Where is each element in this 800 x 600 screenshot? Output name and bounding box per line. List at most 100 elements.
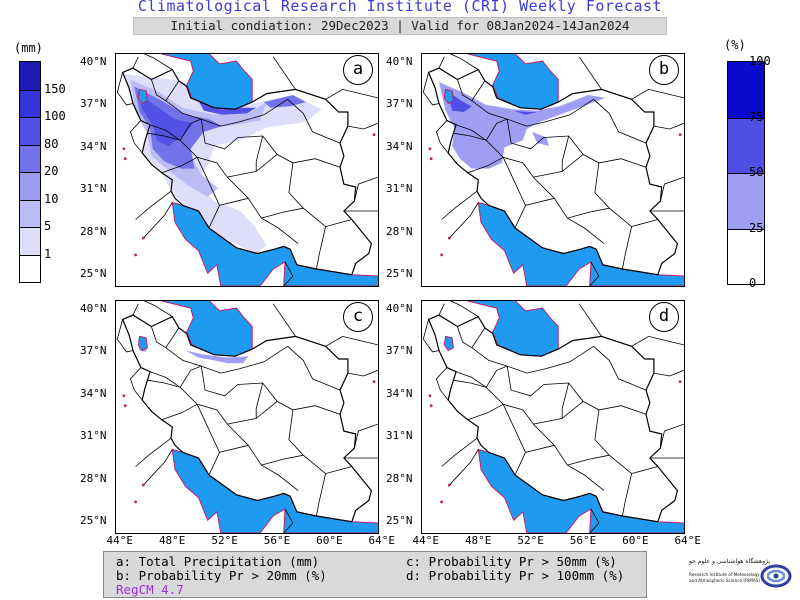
lat-tick-label: 25°N bbox=[80, 267, 107, 281]
neighbour-border bbox=[272, 56, 296, 90]
lat-tick-label: 28°N bbox=[386, 224, 413, 238]
province-border bbox=[622, 473, 632, 517]
precipitation-colorbar-label: 1 bbox=[44, 246, 52, 261]
logo-name-fa: پژوهشگاه هواشناسی و علوم جو bbox=[688, 557, 770, 565]
province-border bbox=[261, 454, 304, 466]
iran-border bbox=[427, 67, 679, 276]
province-border bbox=[316, 473, 326, 517]
lat-tick-label: 28°N bbox=[80, 224, 107, 238]
panel-a-label: a bbox=[343, 55, 373, 85]
province-border bbox=[457, 326, 473, 349]
lat-tick-label: 37°N bbox=[386, 344, 413, 358]
province-border bbox=[151, 79, 167, 102]
neighbour-border bbox=[438, 303, 445, 316]
precipitation-colorbar-segment bbox=[20, 254, 40, 282]
neighbour-border bbox=[143, 301, 173, 317]
coast-dot bbox=[123, 157, 127, 161]
coast-dot bbox=[440, 500, 443, 504]
probability-colorbar bbox=[727, 61, 765, 285]
neighbour-border bbox=[135, 437, 172, 467]
lat-tick-label: 34°N bbox=[80, 139, 107, 153]
neighbour-border bbox=[422, 72, 440, 106]
lon-tick-label: 56°E bbox=[569, 534, 597, 547]
neighbour-border bbox=[132, 56, 139, 69]
province-border bbox=[455, 371, 605, 491]
iran-border bbox=[121, 314, 373, 523]
province-border bbox=[467, 156, 504, 174]
province-border bbox=[161, 403, 198, 421]
neighbour-border bbox=[325, 88, 378, 100]
province-border bbox=[161, 156, 198, 174]
province-border bbox=[149, 371, 299, 491]
precipitation-area bbox=[185, 350, 249, 364]
lat-tick-label: 31°N bbox=[386, 429, 413, 443]
province-border bbox=[200, 119, 341, 168]
neighbour-border bbox=[283, 261, 294, 286]
lon-tick-label: 52°E bbox=[517, 534, 544, 547]
coast-dot bbox=[123, 404, 127, 408]
province-border bbox=[455, 124, 605, 244]
lake-urmia bbox=[443, 335, 454, 352]
province-border bbox=[533, 401, 584, 425]
lon-tick-label: 52°E bbox=[211, 534, 238, 547]
lon-tick-label: 64°E bbox=[674, 534, 702, 547]
lake-urmia bbox=[443, 88, 454, 105]
province-border bbox=[200, 366, 341, 415]
coast-dot bbox=[428, 147, 432, 151]
precipitation-colorbar-segment bbox=[20, 62, 40, 90]
neighbour-border bbox=[589, 261, 600, 286]
coast-dot bbox=[122, 394, 126, 398]
left-colorbar-unit: (mm) bbox=[14, 41, 43, 55]
probability-colorbar-segment bbox=[728, 117, 764, 173]
precipitation-colorbar bbox=[19, 61, 41, 283]
coast-dot bbox=[429, 404, 433, 408]
neighbour-border bbox=[589, 508, 600, 533]
lon-tick-label: 44°E bbox=[106, 534, 134, 547]
panel-c-map: c bbox=[115, 300, 379, 534]
neighbour-border bbox=[347, 369, 378, 377]
lon-tick-label: 56°E bbox=[263, 534, 291, 547]
province-border bbox=[316, 226, 326, 270]
province-border bbox=[227, 154, 278, 178]
forecast-subtitle: Initial condiation: 29Dec2023 | Valid fo… bbox=[133, 17, 667, 35]
lat-tick-label: 40°N bbox=[80, 301, 107, 315]
coast-dot bbox=[678, 133, 682, 136]
precipitation-colorbar-label: 10 bbox=[44, 191, 59, 206]
neighbour-border bbox=[143, 54, 173, 70]
neighbour-border bbox=[135, 190, 172, 220]
neighbour-border bbox=[435, 120, 449, 154]
neighbour-border bbox=[449, 301, 479, 317]
lake-urmia bbox=[137, 335, 148, 352]
province-border bbox=[149, 124, 299, 244]
lat-tick-label: 40°N bbox=[386, 54, 413, 68]
precipitation-colorbar-label: 20 bbox=[44, 164, 59, 178]
neighbour-border bbox=[129, 367, 143, 401]
coast-dot bbox=[428, 394, 432, 398]
province-border bbox=[485, 118, 508, 141]
province-border bbox=[147, 132, 181, 141]
province-border bbox=[622, 226, 632, 270]
neighbour-border bbox=[141, 449, 173, 487]
neighbour-border bbox=[631, 335, 684, 347]
lat-tick-label: 28°N bbox=[80, 471, 107, 485]
neighbour-border bbox=[132, 303, 139, 316]
neighbour-border bbox=[660, 176, 684, 202]
province-border bbox=[561, 382, 570, 419]
province-border bbox=[179, 118, 202, 141]
province-border bbox=[561, 135, 570, 172]
neighbour-border bbox=[438, 56, 445, 69]
neighbour-border bbox=[447, 202, 479, 240]
coast-dot bbox=[142, 483, 145, 487]
neighbour-border bbox=[116, 319, 134, 353]
neighbour-border bbox=[141, 202, 173, 240]
panel-d-map: d bbox=[421, 300, 685, 534]
legend-a: a: Total Precipitation (mm) bbox=[116, 554, 320, 569]
province-border bbox=[506, 366, 647, 415]
neighbour-border bbox=[449, 54, 479, 70]
neighbour-border bbox=[116, 72, 134, 106]
coast-dot bbox=[448, 483, 451, 487]
institute-logo: پژوهشگاه هواشناسی و علوم جو Research Ins… bbox=[688, 552, 796, 594]
legend-d: d: Probability Pr > 100mm (%) bbox=[406, 568, 625, 583]
province-border bbox=[471, 80, 594, 127]
caspian-sea bbox=[161, 301, 253, 357]
